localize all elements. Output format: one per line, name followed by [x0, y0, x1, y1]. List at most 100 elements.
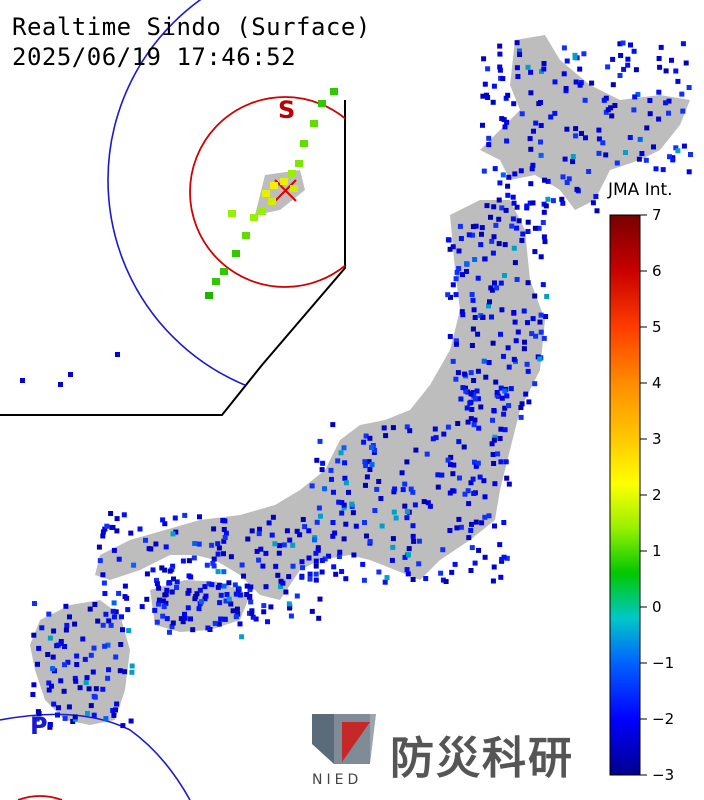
- station-point: [143, 537, 148, 543]
- station-point: [113, 707, 118, 713]
- station-point: [581, 51, 587, 57]
- station-point: [487, 299, 492, 305]
- station-point: [283, 589, 289, 595]
- station-point: [191, 555, 197, 561]
- station-point: [203, 593, 209, 599]
- station-point: [519, 111, 525, 117]
- station-point: [215, 551, 221, 557]
- station-point: [367, 539, 373, 544]
- station-point: [148, 546, 154, 552]
- station-point: [197, 587, 203, 593]
- station-point: [393, 515, 399, 521]
- station-point: [541, 335, 547, 341]
- station-point: [468, 480, 474, 486]
- station-point: [450, 488, 456, 494]
- station-point: [74, 653, 80, 659]
- station-point: [541, 234, 547, 240]
- station-point: [635, 91, 641, 97]
- station-point: [115, 352, 120, 357]
- station-point: [215, 541, 221, 547]
- station-point: [483, 374, 489, 380]
- station-point: [471, 307, 477, 313]
- station-point: [402, 503, 408, 509]
- station-point: [479, 231, 484, 237]
- station-point: [287, 537, 293, 543]
- station-point: [186, 588, 192, 594]
- station-point: [663, 100, 669, 106]
- station-point: [32, 601, 37, 606]
- station-point: [538, 329, 544, 335]
- station-point: [106, 618, 112, 624]
- station-point: [196, 606, 202, 612]
- station-point: [154, 619, 160, 625]
- station-point: [58, 640, 64, 646]
- station-point: [468, 370, 474, 376]
- station-point: [404, 424, 410, 430]
- station-point: [313, 558, 319, 564]
- station-point: [162, 567, 168, 573]
- station-point: [647, 98, 653, 103]
- station-point: [120, 723, 126, 729]
- station-point: [402, 554, 408, 560]
- station-point: [118, 642, 124, 647]
- station-point: [319, 467, 325, 473]
- station-point: [316, 505, 322, 511]
- station-point: [460, 272, 465, 278]
- inset-border: [0, 100, 346, 416]
- station-point: [515, 74, 521, 79]
- station-point: [473, 463, 479, 469]
- station-point: [209, 542, 215, 548]
- station-point: [306, 528, 312, 534]
- station-point: [579, 131, 584, 136]
- station-point: [470, 297, 476, 303]
- station-point: [491, 437, 497, 443]
- station-point: [481, 358, 487, 364]
- station-point: [322, 556, 328, 562]
- station-point: [391, 509, 397, 515]
- station-point: [540, 220, 546, 225]
- station-point: [91, 712, 97, 718]
- station-point: [400, 487, 406, 493]
- station-point: [517, 52, 523, 57]
- station-point: [644, 125, 650, 131]
- station-point: [31, 682, 37, 688]
- station-point: [223, 598, 229, 604]
- station-point: [156, 585, 162, 591]
- station-point: [73, 678, 79, 684]
- station-point: [341, 445, 347, 451]
- station-point: [496, 216, 502, 222]
- station-point: [221, 569, 227, 575]
- station-point: [493, 379, 499, 385]
- station-point: [514, 204, 520, 210]
- station-point: [281, 542, 287, 548]
- station-point: [552, 110, 558, 116]
- station-point: [491, 461, 497, 466]
- station-point: [126, 628, 132, 634]
- station-point: [275, 572, 281, 578]
- station-point: [484, 203, 490, 209]
- station-point: [447, 334, 453, 339]
- station-point: [574, 186, 580, 192]
- station-point: [453, 341, 459, 347]
- station-point: [450, 358, 456, 364]
- station-point: [502, 273, 507, 278]
- station-point: [505, 345, 511, 351]
- station-point: [212, 620, 218, 626]
- station-point: [468, 527, 474, 533]
- station-point: [294, 528, 300, 534]
- station-point: [453, 292, 459, 298]
- station-point: [353, 523, 359, 529]
- station-point: [443, 579, 449, 584]
- station-point: [35, 709, 41, 715]
- station-point: [95, 618, 101, 624]
- station-point: [489, 314, 494, 320]
- station-point: [100, 529, 106, 535]
- station-point: [525, 368, 531, 374]
- station-point: [319, 558, 325, 563]
- station-point: [489, 238, 495, 244]
- station-point: [163, 600, 169, 606]
- station-point: [491, 204, 497, 210]
- station-point: [111, 600, 117, 606]
- station-point: [318, 513, 323, 519]
- station-point: [245, 536, 251, 542]
